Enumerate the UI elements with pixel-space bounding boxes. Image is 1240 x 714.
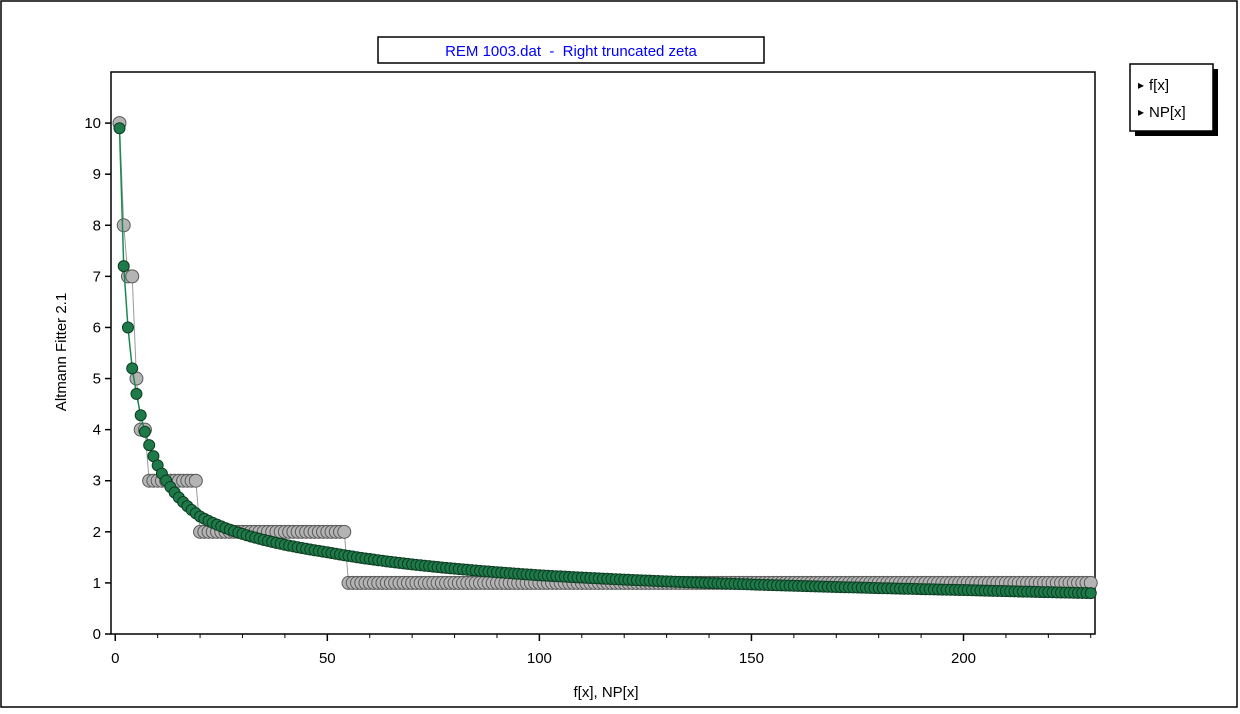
y-tick-label: 0 — [93, 626, 101, 643]
x-axis-label: f[x], NP[x] — [573, 684, 638, 701]
legend: ▸ f[x] ▸ NP[x] — [1129, 63, 1218, 136]
data-point-np — [143, 439, 156, 452]
data-point-np — [130, 387, 143, 400]
chart-title: REM 1003.dat - Right truncated zeta — [445, 43, 697, 60]
data-point-np — [117, 260, 130, 273]
y-tick-label: 6 — [93, 319, 101, 336]
legend-label-f: f[x] — [1149, 77, 1169, 94]
y-tick-label: 9 — [93, 166, 101, 183]
x-axis-ticks: 0 50 100 150 200 — [111, 634, 976, 667]
data-point-np — [138, 425, 151, 438]
y-tick-label: 5 — [93, 371, 101, 388]
y-tick-label: 8 — [93, 217, 101, 234]
plot-area — [110, 71, 1096, 635]
data-point-f — [337, 524, 352, 539]
data-point-f — [188, 473, 203, 488]
data-point-np — [1084, 587, 1097, 600]
x-tick-label: 100 — [527, 650, 552, 667]
y-tick-label: 3 — [93, 473, 101, 490]
y-tick-label: 7 — [93, 268, 101, 285]
y-axis-label: Altmann Fitter 2.1 — [53, 293, 70, 411]
x-tick-label: 150 — [739, 650, 764, 667]
x-tick-label: 50 — [319, 650, 336, 667]
legend-label-np: NP[x] — [1149, 104, 1186, 121]
y-tick-label: 1 — [93, 575, 101, 592]
title-box: REM 1003.dat - Right truncated zeta — [377, 36, 765, 64]
x-tick-label: 0 — [111, 650, 119, 667]
data-point-np — [134, 409, 147, 422]
data-point-f — [116, 218, 131, 233]
data-point-np — [126, 362, 139, 375]
x-tick-label: 200 — [951, 650, 976, 667]
y-axis-ticks: 0 1 2 3 4 5 6 7 8 9 10 — [84, 115, 111, 643]
y-tick-label: 4 — [93, 422, 101, 439]
data-point-np — [113, 122, 126, 135]
y-tick-label: 10 — [84, 115, 101, 132]
series-np-x — [113, 122, 1097, 600]
legend-marker-f: ▸ — [1138, 78, 1144, 92]
y-tick-label: 2 — [93, 524, 101, 541]
legend-marker-np: ▸ — [1138, 105, 1144, 119]
data-point-np — [121, 321, 134, 334]
x-axis-minor-ticks — [157, 634, 1092, 638]
data-point-f — [125, 269, 140, 284]
